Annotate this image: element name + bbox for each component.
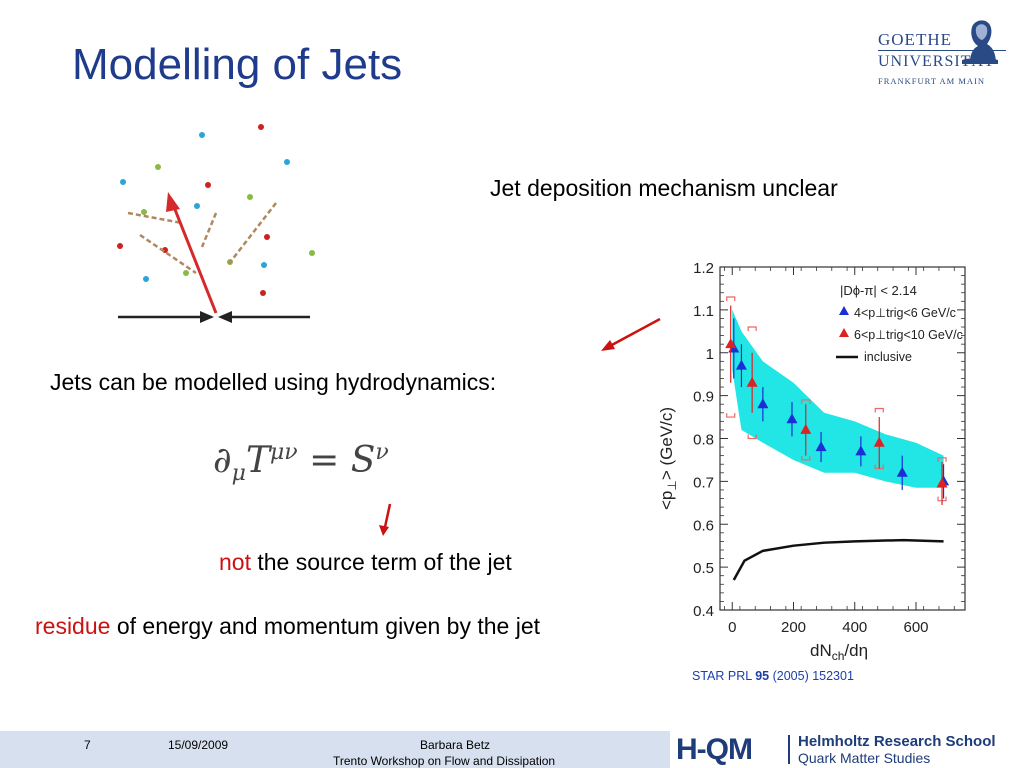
x-label-tail: /dη <box>844 641 868 660</box>
logo-line-3: FRANKFURT AM MAIN <box>878 76 986 86</box>
x-axis-label: dNch/dη <box>810 641 868 663</box>
logo-line-2: UNIVERSITÄT <box>878 53 995 70</box>
jet-arrow <box>166 192 218 314</box>
legend: |Dϕ-π| < 2.14 4<p⊥trig<6 GeV/c 6<p⊥trig<10… <box>836 283 963 364</box>
y-tick-label: 0.5 <box>693 560 714 577</box>
legend-entry: inclusive <box>864 350 912 364</box>
citation-prefix: STAR PRL <box>692 669 756 683</box>
data-point-triangle <box>735 359 747 370</box>
inclusive-line <box>732 538 944 581</box>
residue-rest: of energy and momentum given by the jet <box>110 613 541 639</box>
hydro-text: Jets can be modelled using hydrodynamics… <box>50 369 497 395</box>
y-label-sub: ⊥ <box>665 480 679 490</box>
data-point-triangle <box>746 376 758 387</box>
x-tick-label: 400 <box>842 619 867 636</box>
university-logo: GOETHE UNIVERSITÄT FRANKFURT AM MAIN <box>870 10 1020 94</box>
not-source-text: not the source term of the jet <box>219 549 512 576</box>
page-title: Modelling of Jets <box>72 40 403 89</box>
citation-volume: 95 <box>755 669 770 683</box>
x-label-main: dN <box>810 641 832 660</box>
hqm-mark: H-QM <box>676 733 753 766</box>
y-tick-label: 1.2 <box>693 260 714 277</box>
data-point-triangle <box>873 436 885 447</box>
y-label-main: <p <box>657 491 676 510</box>
sys-bracket-top <box>726 296 736 302</box>
sys-bracket-bottom <box>801 455 811 461</box>
data-point-triangle <box>800 423 812 434</box>
legend-entry: 4<p⊥trig<6 GeV/c <box>854 306 956 320</box>
sys-bracket-top <box>801 399 811 404</box>
hqm-line-2: Quark Matter Studies <box>798 750 931 766</box>
dashed-wake-lines <box>127 202 277 275</box>
pointer-arrow-icon <box>601 317 661 351</box>
legend-triangle-swatch <box>839 328 849 337</box>
eq-partial-index: μ <box>231 461 246 487</box>
sys-bracket-top <box>747 326 757 332</box>
x-label-sub: ch <box>832 649 845 663</box>
data-point-triangle <box>786 413 798 424</box>
y-tick-label: 0.8 <box>693 432 714 449</box>
footer-date: 15/09/2009 <box>168 738 229 752</box>
citation-suffix: (2005) 152301 <box>769 669 854 683</box>
legend-header: |Dϕ-π| < 2.14 <box>840 283 917 298</box>
uncertainty-band <box>732 309 944 488</box>
citation: STAR PRL 95 (2005) 152301 <box>692 669 854 683</box>
eq-equals: = <box>309 440 340 481</box>
legend-entry: 6<p⊥trig<10 GeV/c <box>854 328 963 342</box>
goethe-portrait-icon <box>962 20 998 64</box>
eq-partial: ∂ <box>213 440 232 481</box>
eq-source-index: ν <box>375 440 389 465</box>
eq-tensor: T <box>245 440 270 481</box>
y-label-tail: > (GeV/c) <box>657 407 676 480</box>
uncertainty-band-group <box>732 309 944 488</box>
down-arrow-icon <box>379 503 392 536</box>
footer-bar: 7 15/09/2009 Barbara Betz Trento Worksho… <box>0 731 1024 768</box>
data-point-triangle <box>815 441 827 452</box>
y-tick-label: 0.9 <box>693 389 714 406</box>
logo-rule <box>878 50 1006 51</box>
hqm-logo: H-QM Helmholtz Research School Quark Mat… <box>670 731 1024 768</box>
data-point-triangle <box>855 445 867 456</box>
x-tick-label: 0 <box>728 619 736 636</box>
residue-word: residue <box>35 613 111 639</box>
mean-pt-chart: 0.4 0.5 0.6 0.7 0.8 0.9 1 1.1 1.2 0 200 400 600 |Dϕ-… <box>657 260 966 663</box>
not-word: not <box>219 549 251 575</box>
y-tick-label: 0.7 <box>693 474 714 491</box>
data-point-triangle <box>757 398 769 409</box>
y-tick-label: 1.1 <box>693 303 714 320</box>
residue-text: residue of energy and momentum given by … <box>35 613 540 640</box>
footer-event: Trento Workshop on Flow and Dissipation <box>333 754 556 768</box>
series-group <box>725 305 950 581</box>
jet-illustration <box>117 124 315 323</box>
y-tick-label: 0.4 <box>693 603 714 620</box>
sys-bracket-bottom <box>726 413 736 418</box>
footer-page-number: 7 <box>84 738 91 752</box>
hydro-equation: ∂μTμν = Sν <box>213 440 389 486</box>
incoming-arrows <box>118 311 310 323</box>
axes-group: 0.4 0.5 0.6 0.7 0.8 0.9 1 1.1 1.2 0 200 400 600 <box>693 260 966 636</box>
deposition-text: Jet deposition mechanism unclear <box>490 175 838 201</box>
x-tick-label: 600 <box>903 619 928 636</box>
y-axis-label: <p⊥> (GeV/c) <box>657 407 679 510</box>
sys-bracket-bottom <box>747 434 757 440</box>
legend-triangle-swatch <box>839 306 849 315</box>
data-point-triangle <box>896 466 908 477</box>
logo-line-1: GOETHE <box>878 30 952 49</box>
x-tick-label: 200 <box>781 619 806 636</box>
footer-author: Barbara Betz <box>420 738 491 752</box>
particle-dots <box>117 124 315 296</box>
y-tick-label: 1 <box>706 346 714 363</box>
hqm-line-1: Helmholtz Research School <box>798 733 996 750</box>
eq-source: S <box>350 440 376 481</box>
hqm-divider <box>788 735 790 764</box>
sys-bracket-top <box>937 457 947 462</box>
data-point-triangle <box>725 338 737 349</box>
eq-tensor-indices: μν <box>269 440 298 465</box>
sys-bracket-top <box>874 407 884 413</box>
y-tick-label: 0.6 <box>693 517 714 534</box>
data-point-triangle <box>936 477 948 488</box>
not-rest: the source term of the jet <box>250 549 512 575</box>
